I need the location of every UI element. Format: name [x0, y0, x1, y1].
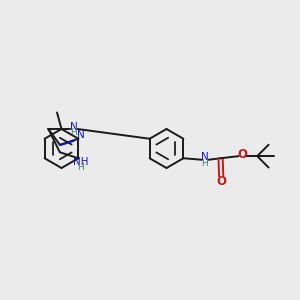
- Text: N: N: [76, 130, 84, 140]
- Text: H: H: [70, 128, 77, 137]
- Text: N: N: [70, 122, 78, 132]
- Text: H: H: [202, 159, 208, 168]
- Text: H: H: [77, 163, 84, 172]
- Text: N: N: [201, 152, 209, 162]
- Text: NH: NH: [73, 157, 88, 167]
- Text: O: O: [237, 148, 247, 161]
- Text: O: O: [216, 175, 226, 188]
